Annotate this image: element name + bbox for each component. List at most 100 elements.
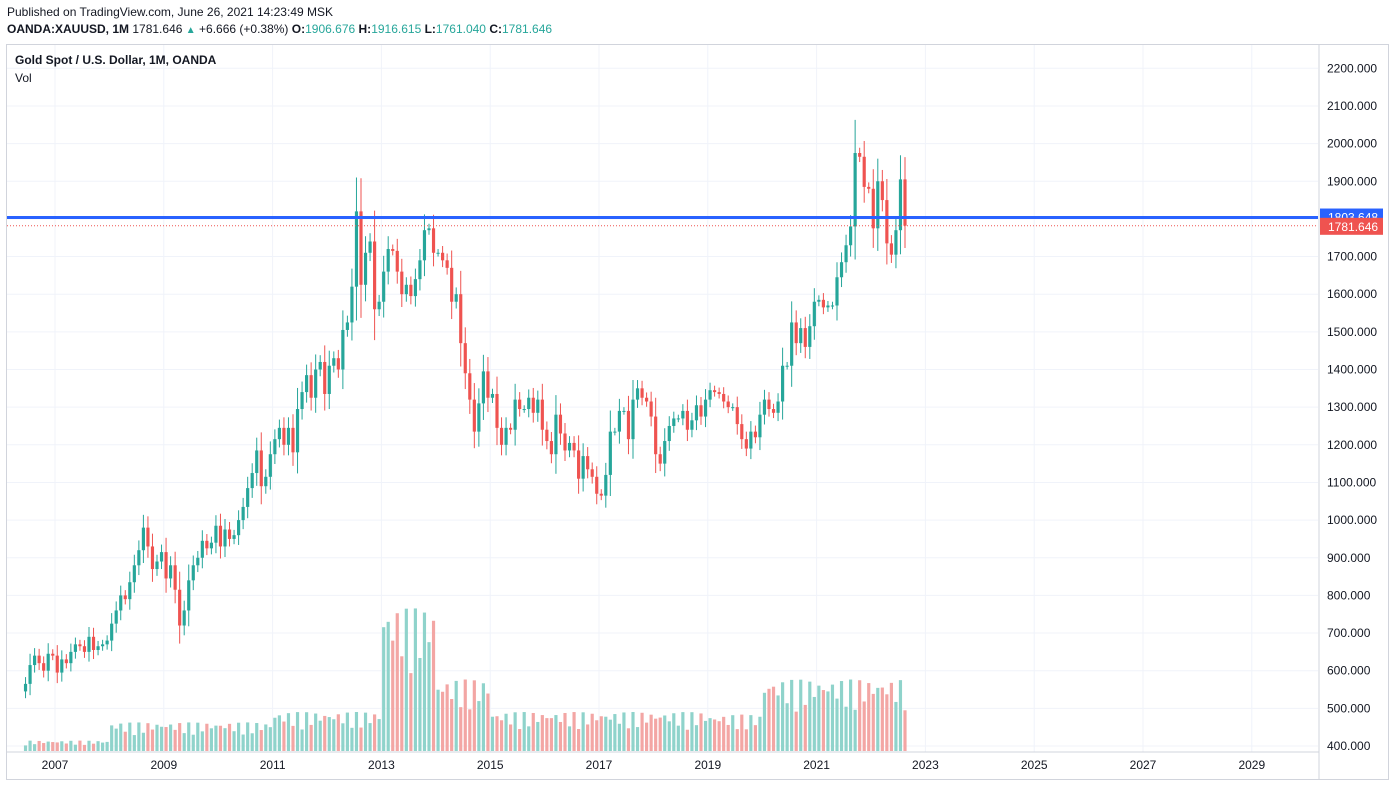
candle-body	[640, 388, 644, 398]
volume-bar	[522, 712, 526, 751]
year-tick-label: 2023	[912, 758, 939, 772]
volume-bar	[713, 719, 717, 751]
candle-body	[209, 542, 213, 549]
candle-body	[101, 644, 105, 647]
candle-body	[871, 188, 875, 229]
volume-bar	[604, 716, 608, 751]
volume-bar	[631, 712, 635, 751]
candle-body	[354, 211, 359, 287]
candle-body	[722, 393, 726, 402]
volume-bar	[395, 613, 399, 751]
up-arrow-icon: ▲	[185, 25, 196, 36]
volume-bar	[858, 680, 862, 751]
price-tick-label: 1600.000	[1327, 287, 1377, 301]
candle-body	[545, 429, 549, 442]
candle-body	[200, 540, 204, 558]
candle-body	[78, 644, 82, 647]
price-tick-label: 600.000	[1327, 664, 1371, 678]
volume-bar	[753, 725, 757, 751]
volume-bar	[626, 728, 631, 751]
volume-bar	[218, 725, 223, 751]
volume-bar	[169, 724, 173, 751]
volume-bar	[191, 734, 195, 751]
volume-bar	[404, 608, 408, 751]
candle-body	[169, 565, 173, 579]
candle-body	[835, 277, 839, 306]
candle-body	[96, 646, 100, 650]
candle-body	[717, 392, 721, 394]
candle-body	[273, 439, 277, 455]
candle-body	[82, 646, 87, 652]
year-tick-label: 2021	[803, 758, 830, 772]
candle-body	[672, 418, 676, 426]
price-tick-label: 2200.000	[1327, 61, 1377, 75]
year-tick-label: 2009	[150, 758, 177, 772]
candle-body	[481, 371, 485, 404]
volume-bar	[237, 722, 241, 751]
candle-body	[51, 653, 55, 656]
volume-bar	[794, 711, 798, 751]
volume-bar	[173, 729, 177, 751]
volume-bar	[110, 725, 114, 751]
volume-bar	[427, 642, 431, 751]
volume-bar	[105, 741, 109, 751]
volume-bar	[672, 713, 676, 751]
volume-bar	[839, 681, 844, 751]
volume-bar	[37, 740, 41, 751]
candle-body	[395, 250, 399, 272]
volume-bar	[363, 712, 368, 751]
candle-body	[391, 249, 395, 251]
volume-bar	[209, 728, 213, 751]
volume-bar	[431, 620, 436, 751]
candle-body	[241, 506, 245, 521]
volume-bar	[536, 721, 540, 751]
volume-bar	[336, 714, 340, 751]
volume-bar	[87, 740, 91, 751]
candle-body	[69, 651, 73, 664]
volume-bar	[418, 657, 422, 751]
volume-bar	[309, 724, 313, 751]
volume-bar	[178, 723, 182, 751]
candle-body	[463, 343, 467, 374]
chart-frame	[6, 44, 1389, 780]
close-value: 1781.646	[502, 22, 553, 36]
candle-body	[617, 410, 621, 432]
volume-bar	[295, 712, 300, 751]
price-tick-label: 1000.000	[1327, 513, 1377, 527]
volume-bar	[318, 720, 322, 751]
candle-body	[132, 565, 136, 583]
volume-bar	[690, 712, 694, 751]
volume-bar	[128, 722, 132, 751]
candle-body	[246, 488, 250, 507]
price-change: +6.666 (+0.38%)	[199, 22, 289, 36]
candle-body	[703, 399, 708, 417]
candle-body	[490, 393, 495, 398]
price-tick-label: 700.000	[1327, 626, 1371, 640]
volume-bar	[509, 724, 513, 751]
volume-bar	[468, 709, 472, 751]
candle-body	[771, 409, 776, 413]
candle-body	[599, 493, 603, 496]
volume-bar	[400, 656, 404, 751]
volume-bar	[567, 726, 572, 751]
candle-body	[554, 414, 558, 455]
candle-body	[867, 186, 871, 189]
volume-bar	[572, 712, 576, 751]
low-value: 1761.040	[435, 22, 486, 36]
candle-body	[368, 241, 372, 253]
volume-bar	[849, 679, 853, 751]
volume-bar	[558, 721, 563, 751]
volume-bar	[214, 725, 218, 751]
price-tick-label: 1900.000	[1327, 174, 1377, 188]
candle-body	[903, 179, 907, 226]
last-price-tag-text: 1781.646	[1328, 220, 1378, 234]
volume-bar	[581, 712, 585, 751]
candle-body	[817, 299, 821, 302]
volume-bar	[159, 726, 164, 751]
last-price-tag	[1320, 217, 1383, 235]
candle-body	[767, 399, 771, 410]
candle-body	[137, 550, 141, 566]
candle-body	[227, 529, 232, 539]
candle-body	[46, 653, 50, 671]
